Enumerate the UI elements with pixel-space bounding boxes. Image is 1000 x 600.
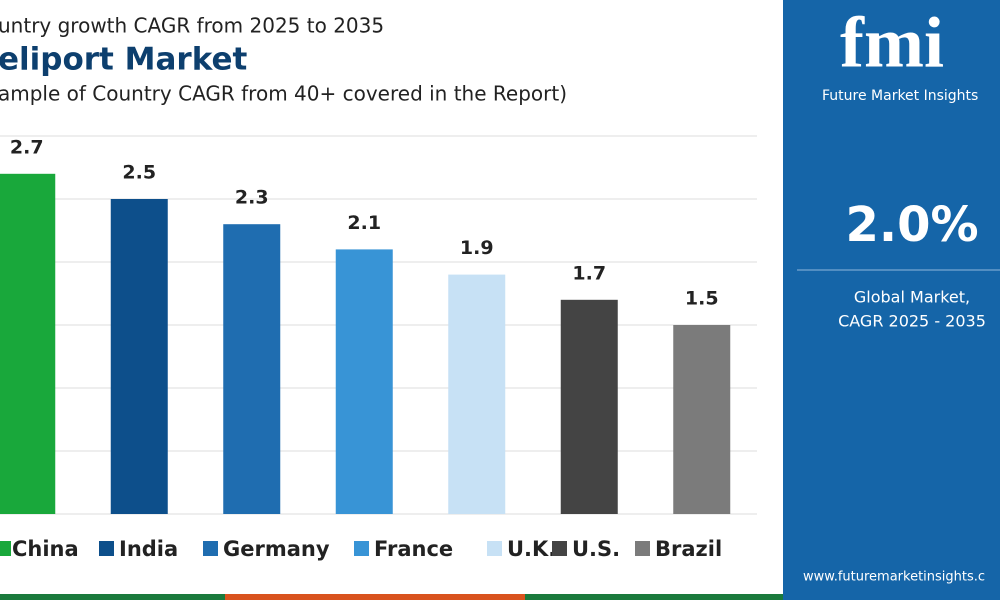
- legend-swatch: [552, 541, 567, 556]
- legend-label: U.S.: [572, 537, 620, 561]
- bar: [673, 325, 731, 514]
- legend-swatch: [487, 541, 502, 556]
- caption: CAGR 2025 - 2035: [838, 312, 986, 331]
- legend-swatch: [354, 541, 369, 556]
- value-label: 1.9: [460, 237, 494, 259]
- value-label: 1.5: [685, 288, 719, 310]
- legend-swatch: [635, 541, 650, 556]
- brand-name: Future Market Insights: [822, 88, 978, 104]
- footer-strip: [0, 594, 225, 600]
- legend-label: India: [119, 537, 178, 561]
- value-label: 2.1: [347, 212, 381, 234]
- footer-strip: [225, 594, 525, 600]
- legend-label: France: [374, 537, 453, 561]
- chart-subtitle: ample of Country CAGR from 40+ covered i…: [0, 82, 567, 106]
- website: www.futuremarketinsights.c: [803, 570, 985, 585]
- bar: [110, 199, 168, 514]
- legend-swatch: [0, 541, 11, 556]
- bar: [0, 173, 56, 515]
- legend-label: Brazil: [655, 537, 722, 561]
- value-label: 2.7: [10, 136, 44, 158]
- value-label: 2.3: [235, 187, 269, 209]
- legend-swatch: [203, 541, 218, 556]
- value-label: 2.5: [122, 162, 156, 184]
- caption: Global Market,: [854, 288, 970, 307]
- legend-label: China: [12, 537, 79, 561]
- legend-label: U.K.: [507, 537, 556, 561]
- legend-label: Germany: [223, 537, 330, 561]
- headline-value: 2.0%: [845, 197, 978, 253]
- chart-title: eliport Market: [0, 42, 248, 78]
- value-label: 1.7: [572, 262, 606, 284]
- bar: [448, 274, 506, 514]
- bar: [560, 299, 618, 514]
- legend-swatch: [99, 541, 114, 556]
- chart-supertitle: untry growth CAGR from 2025 to 2035: [0, 14, 384, 38]
- bar: [335, 249, 393, 514]
- side-panel: [783, 0, 1000, 600]
- brand-logo: fmi: [840, 3, 944, 83]
- footer-strip: [525, 594, 783, 600]
- bar: [223, 224, 281, 514]
